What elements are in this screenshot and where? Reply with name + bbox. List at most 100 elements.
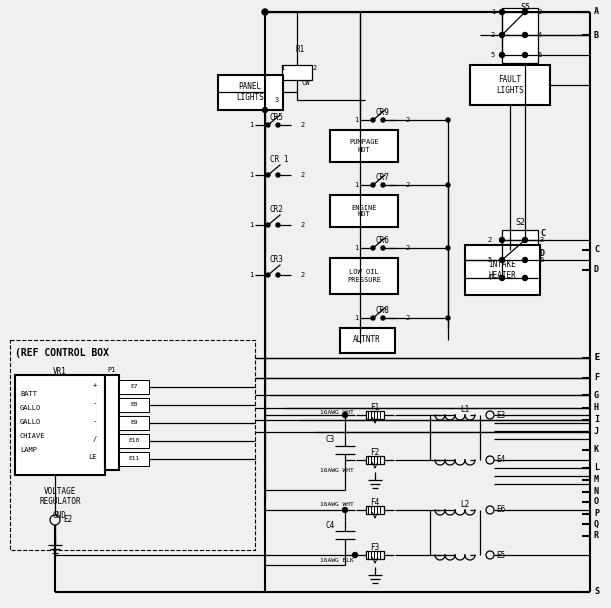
Text: CR3: CR3	[270, 255, 284, 264]
Text: CR9: CR9	[375, 108, 389, 117]
Bar	[465, 245, 540, 295]
Text: 1: 1	[354, 182, 358, 188]
Bar	[282, 65, 312, 80]
Text: E9: E9	[130, 421, 137, 426]
Text: FAULT
LIGHTS: FAULT LIGHTS	[496, 75, 524, 95]
Circle shape	[381, 183, 385, 187]
Text: 2: 2	[300, 272, 304, 278]
Bar	[15, 375, 105, 475]
Text: E6: E6	[496, 505, 505, 514]
Text: GALLO: GALLO	[20, 419, 42, 425]
Circle shape	[446, 118, 450, 122]
Text: E3: E3	[496, 410, 505, 420]
Text: R1: R1	[295, 45, 304, 54]
Bar	[340, 328, 395, 353]
Circle shape	[276, 273, 280, 277]
Text: N: N	[594, 488, 599, 497]
Text: 1: 1	[249, 172, 253, 178]
Text: GALLO: GALLO	[20, 405, 42, 411]
Circle shape	[266, 173, 270, 177]
Text: PANEL
LIGHTS: PANEL LIGHTS	[236, 82, 264, 102]
Text: GND: GND	[53, 511, 67, 520]
Text: CR8: CR8	[375, 306, 389, 315]
Circle shape	[276, 223, 280, 227]
Text: CR6: CR6	[375, 236, 389, 245]
Text: 3: 3	[538, 9, 542, 15]
Circle shape	[371, 316, 375, 320]
Bar	[119, 452, 149, 466]
Text: R: R	[594, 531, 599, 541]
Text: ENGINE
HOT: ENGINE HOT	[351, 204, 377, 218]
Text: M: M	[594, 475, 599, 485]
Text: 2: 2	[312, 65, 316, 71]
Text: 2: 2	[300, 222, 304, 228]
Circle shape	[371, 118, 375, 122]
Text: F1: F1	[370, 403, 379, 412]
Text: H: H	[594, 404, 599, 412]
Bar	[366, 456, 384, 464]
Text: -: -	[93, 400, 97, 406]
Bar	[470, 65, 550, 105]
Text: 2: 2	[300, 122, 304, 128]
Circle shape	[446, 246, 450, 250]
Text: I: I	[594, 415, 599, 424]
Text: CHIAVE: CHIAVE	[20, 433, 45, 439]
Circle shape	[446, 183, 450, 187]
Circle shape	[276, 173, 280, 177]
Circle shape	[522, 10, 527, 15]
Text: (REF CONTROL BOX: (REF CONTROL BOX	[15, 348, 109, 358]
Text: 3: 3	[275, 97, 279, 103]
Circle shape	[353, 553, 357, 558]
Text: E8: E8	[130, 402, 137, 407]
Text: S2: S2	[515, 218, 525, 227]
Text: 16AWG WHT: 16AWG WHT	[320, 468, 354, 473]
Circle shape	[446, 316, 450, 320]
Text: E: E	[594, 353, 599, 362]
Text: -: -	[93, 418, 97, 424]
Circle shape	[262, 9, 268, 15]
Text: LAMP: LAMP	[20, 447, 37, 453]
Text: P: P	[594, 510, 599, 519]
Circle shape	[266, 273, 270, 277]
Text: CR5: CR5	[270, 113, 284, 122]
Circle shape	[343, 508, 348, 513]
Text: 6: 6	[540, 257, 544, 263]
Circle shape	[522, 258, 527, 263]
Circle shape	[381, 246, 385, 250]
Text: 16AWG WHT: 16AWG WHT	[320, 502, 354, 507]
Text: E: E	[594, 353, 599, 362]
Text: C: C	[594, 246, 599, 255]
Text: 1: 1	[491, 9, 495, 15]
Circle shape	[371, 246, 375, 250]
Text: /: /	[93, 436, 97, 442]
Text: 1: 1	[249, 222, 253, 228]
Circle shape	[263, 108, 268, 112]
Bar	[119, 416, 149, 430]
Text: C3: C3	[325, 435, 334, 444]
Text: 4: 4	[488, 275, 492, 281]
Text: E7: E7	[130, 384, 137, 390]
Text: S: S	[594, 587, 599, 596]
Text: VR1: VR1	[53, 367, 67, 376]
Text: CR7: CR7	[375, 173, 389, 182]
Text: K: K	[594, 446, 599, 455]
Circle shape	[522, 275, 527, 280]
Text: 1: 1	[354, 245, 358, 251]
Text: D: D	[540, 249, 545, 258]
Circle shape	[381, 316, 385, 320]
Bar	[502, 8, 538, 63]
Bar	[366, 411, 384, 419]
Text: E11: E11	[128, 457, 140, 461]
Text: S5: S5	[520, 3, 530, 12]
Text: BATT: BATT	[20, 391, 37, 397]
Text: 16AWG WHT: 16AWG WHT	[320, 410, 354, 415]
Text: Q: Q	[594, 519, 599, 528]
Text: 5: 5	[491, 52, 495, 58]
Bar	[119, 434, 149, 448]
Text: F: F	[594, 373, 599, 382]
Text: E2: E2	[63, 516, 72, 525]
Text: E4: E4	[496, 455, 505, 465]
Text: 16AWG BLK: 16AWG BLK	[320, 558, 354, 563]
Text: L1: L1	[460, 405, 469, 414]
Text: J: J	[594, 427, 599, 437]
